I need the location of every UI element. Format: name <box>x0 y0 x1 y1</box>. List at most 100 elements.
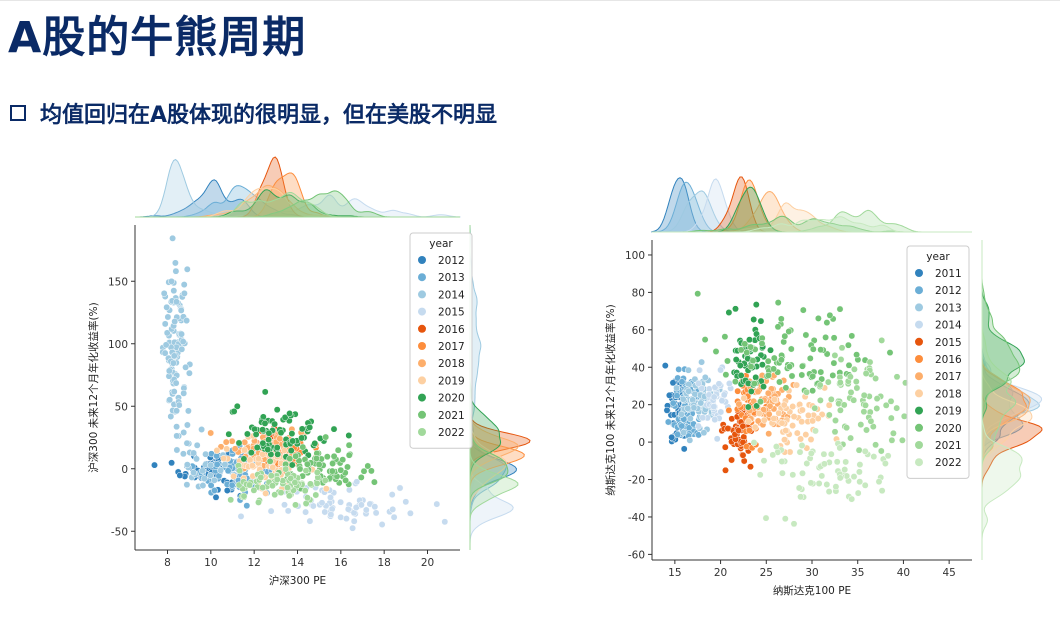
scatter-point <box>367 467 375 475</box>
scatter-point <box>171 259 179 267</box>
scatter-point <box>732 305 739 313</box>
scatter-point <box>313 455 320 462</box>
scatter-point <box>267 472 275 480</box>
scatter-point <box>853 351 861 359</box>
scatter-point <box>267 507 275 515</box>
y-tick-label: -60 <box>628 549 645 561</box>
scatter-point <box>750 439 758 447</box>
scatter-point <box>673 384 681 392</box>
scatter-point <box>802 431 810 439</box>
scatter-point <box>302 467 310 475</box>
legend-title: year <box>429 238 453 250</box>
scatter-point <box>160 289 168 297</box>
legend-marker <box>418 307 426 316</box>
title-rule <box>0 0 1060 1</box>
scatter-point <box>168 459 176 467</box>
scatter-point <box>797 435 805 443</box>
legend-marker <box>915 406 923 415</box>
scatter-point <box>750 316 758 323</box>
scatter-point <box>674 431 682 439</box>
scatter-point <box>796 448 804 456</box>
scatter-point <box>802 331 810 339</box>
scatter-point <box>166 396 174 404</box>
legend-entry: 2014 <box>438 289 465 301</box>
legend-marker <box>915 423 923 432</box>
scatter-point <box>273 444 281 452</box>
scatter-point <box>180 389 188 397</box>
scatter-point <box>882 401 890 409</box>
legend-entry: 2014 <box>935 320 962 332</box>
scatter-point <box>722 466 729 474</box>
scatter-point <box>781 436 788 444</box>
scatter-point <box>793 381 801 389</box>
scatter-point <box>758 340 766 348</box>
x-tick-label: 20 <box>421 557 434 569</box>
legend-entry: 2021 <box>438 410 465 422</box>
scatter-point <box>836 444 844 452</box>
scatter-point <box>760 416 768 424</box>
scatter-point <box>715 380 723 388</box>
scatter-point <box>269 482 276 490</box>
scatter-point <box>173 407 181 415</box>
scatter-point <box>286 455 294 463</box>
scatter-point <box>292 452 300 460</box>
scatter-point <box>165 367 173 375</box>
scatter-point <box>744 403 752 411</box>
scatter-point <box>757 317 765 325</box>
scatter-point <box>855 446 863 454</box>
scatter-point <box>334 446 342 454</box>
scatter-point <box>785 328 793 335</box>
scatter-point <box>741 340 749 348</box>
scatter-point <box>240 455 248 463</box>
scatter-point <box>241 446 248 454</box>
scatter-point <box>831 428 839 436</box>
scatter-point <box>248 462 256 470</box>
scatter-point <box>713 435 721 443</box>
scatter-point <box>664 418 672 426</box>
scatter-point <box>172 267 180 275</box>
scatter-point <box>724 357 731 365</box>
x-tick-label: 40 <box>897 567 910 579</box>
scatter-point <box>288 430 296 438</box>
scatter-point <box>827 395 835 403</box>
legend-marker <box>915 355 923 363</box>
scatter-point <box>169 234 177 242</box>
scatter-point <box>837 356 845 363</box>
legend-entry: 2020 <box>438 393 465 405</box>
scatter-point <box>746 336 753 344</box>
side-kde-curve <box>981 240 1017 560</box>
scatter-point <box>862 370 870 377</box>
scatter-point <box>826 311 834 319</box>
scatter-point <box>760 457 768 465</box>
y-tick-label: 60 <box>632 325 645 337</box>
scatter-point <box>225 430 233 438</box>
scatter-point <box>814 415 822 422</box>
scatter-point <box>832 417 839 424</box>
scatter-point <box>778 458 786 465</box>
scatter-point <box>762 514 770 522</box>
legend-marker <box>915 441 923 449</box>
scatter-point <box>823 319 831 327</box>
legend-entry: 2016 <box>935 354 962 366</box>
scatter-point <box>833 458 841 466</box>
scatter-point <box>776 378 783 386</box>
scatter-point <box>213 447 221 454</box>
scatter-point <box>749 357 757 365</box>
scatter-point <box>747 343 755 351</box>
x-tick-label: 8 <box>164 557 171 569</box>
scatter-point <box>221 461 229 468</box>
scatter-point <box>269 463 277 471</box>
scatter-point <box>893 404 901 412</box>
scatter-point <box>222 438 230 446</box>
scatter-point <box>860 391 868 399</box>
scatter-point <box>210 476 218 484</box>
scatter-point <box>804 411 812 419</box>
scatter-point <box>740 457 748 465</box>
scatter-point <box>170 352 178 360</box>
scatter-point <box>878 336 886 344</box>
scatter-point <box>873 395 881 403</box>
scatter-point <box>806 354 814 362</box>
scatter-point <box>303 460 311 468</box>
scatter-point <box>836 379 844 386</box>
scatter-point <box>737 346 745 354</box>
